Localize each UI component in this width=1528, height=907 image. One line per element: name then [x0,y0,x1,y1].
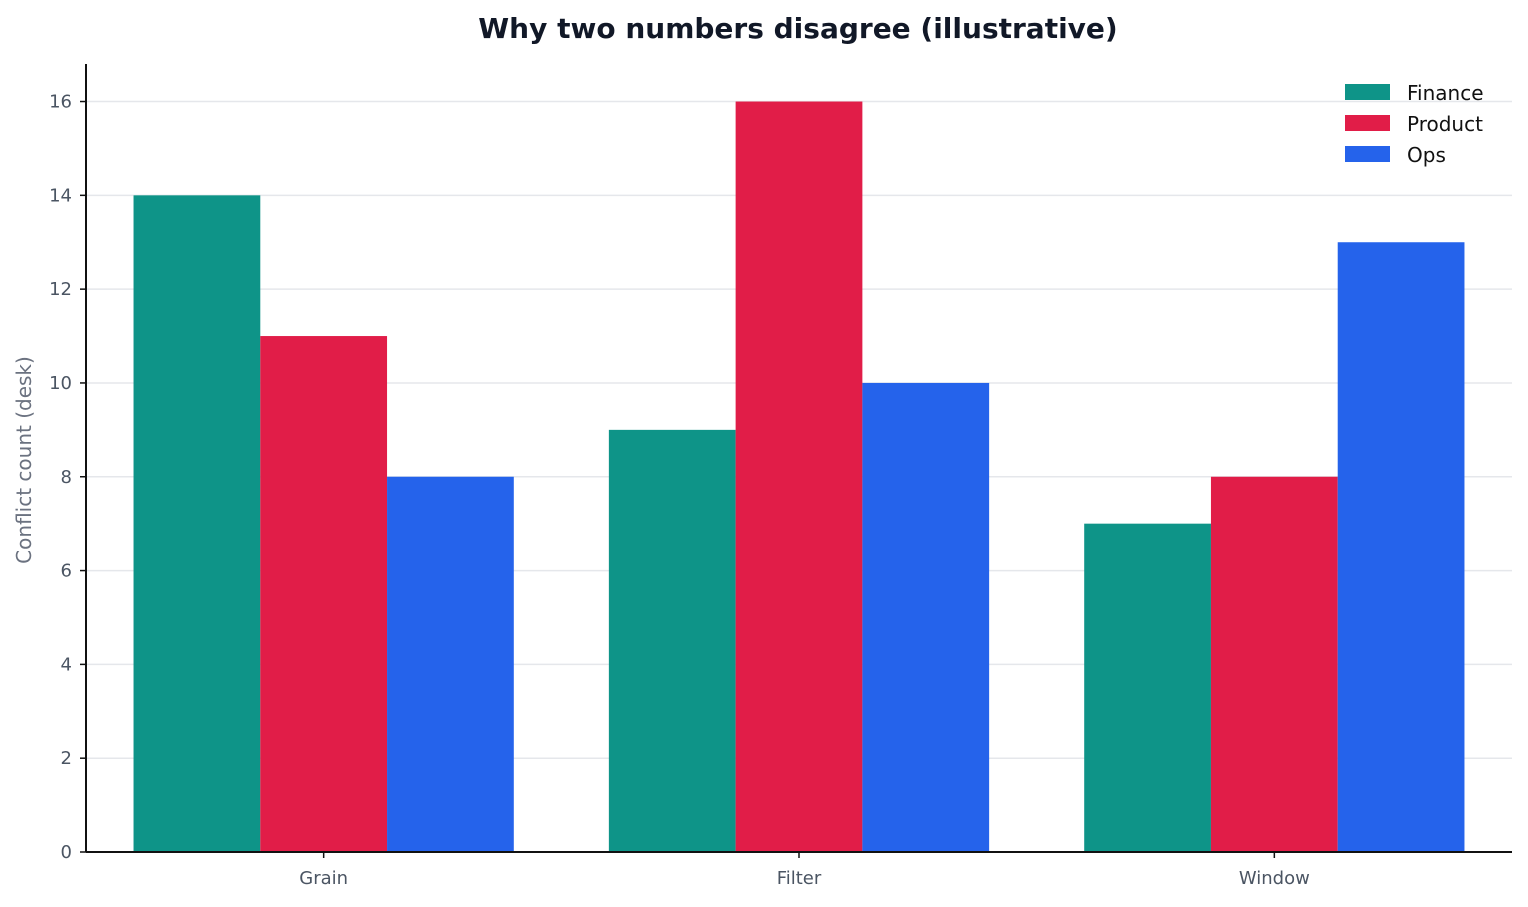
y-tick-label-10: 10 [49,373,72,394]
y-tick-label-6: 6 [61,561,72,582]
y-axis-label: Conflict count (desk) [12,356,36,564]
legend-swatch-product [1345,115,1390,131]
y-tick-label-12: 12 [49,279,72,300]
legend: Finance Product Ops [1345,81,1484,167]
chart-title: Why two numbers disagree (illustrative) [478,12,1117,45]
y-tick-label-14: 14 [49,185,72,206]
legend-swatch-ops [1345,146,1390,162]
bar-finance-grain [133,195,261,853]
y-tick-label-16: 16 [49,92,72,113]
y-tick-label-8: 8 [61,467,72,488]
bar-product-filter [735,101,863,853]
bars [133,101,1465,853]
tick-labels: 0 2 4 6 8 10 12 14 16 Grain Filter Window [49,92,1310,889]
legend-swatch-finance [1345,84,1390,100]
y-tick-label-2: 2 [61,748,72,769]
x-tick-label-grain: Grain [299,868,348,889]
x-tick-label-filter: Filter [777,868,822,889]
legend-label-product: Product [1407,112,1483,136]
legend-label-ops: Ops [1407,143,1446,167]
bar-ops-window [1337,242,1465,852]
bar-finance-window [1084,523,1211,852]
bar-product-window [1210,476,1338,852]
bar-finance-filter [608,429,736,852]
x-tick-label-window: Window [1239,868,1310,889]
bar-ops-filter [862,382,990,852]
y-tick-label-4: 4 [61,654,72,675]
legend-label-finance: Finance [1407,81,1484,105]
bar-product-grain [260,336,388,852]
bar-ops-grain [387,476,514,852]
y-tick-label-0: 0 [61,842,72,863]
